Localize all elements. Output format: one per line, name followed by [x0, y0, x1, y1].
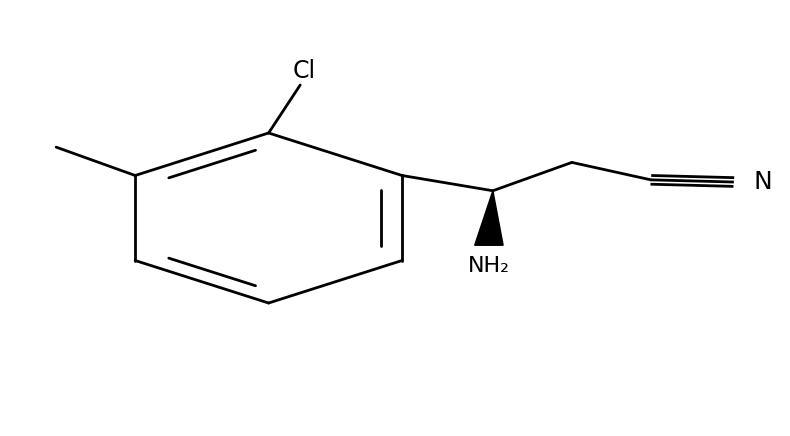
Text: NH₂: NH₂: [468, 256, 510, 276]
Polygon shape: [475, 191, 503, 245]
Text: N: N: [754, 170, 773, 194]
Text: Cl: Cl: [292, 59, 316, 83]
